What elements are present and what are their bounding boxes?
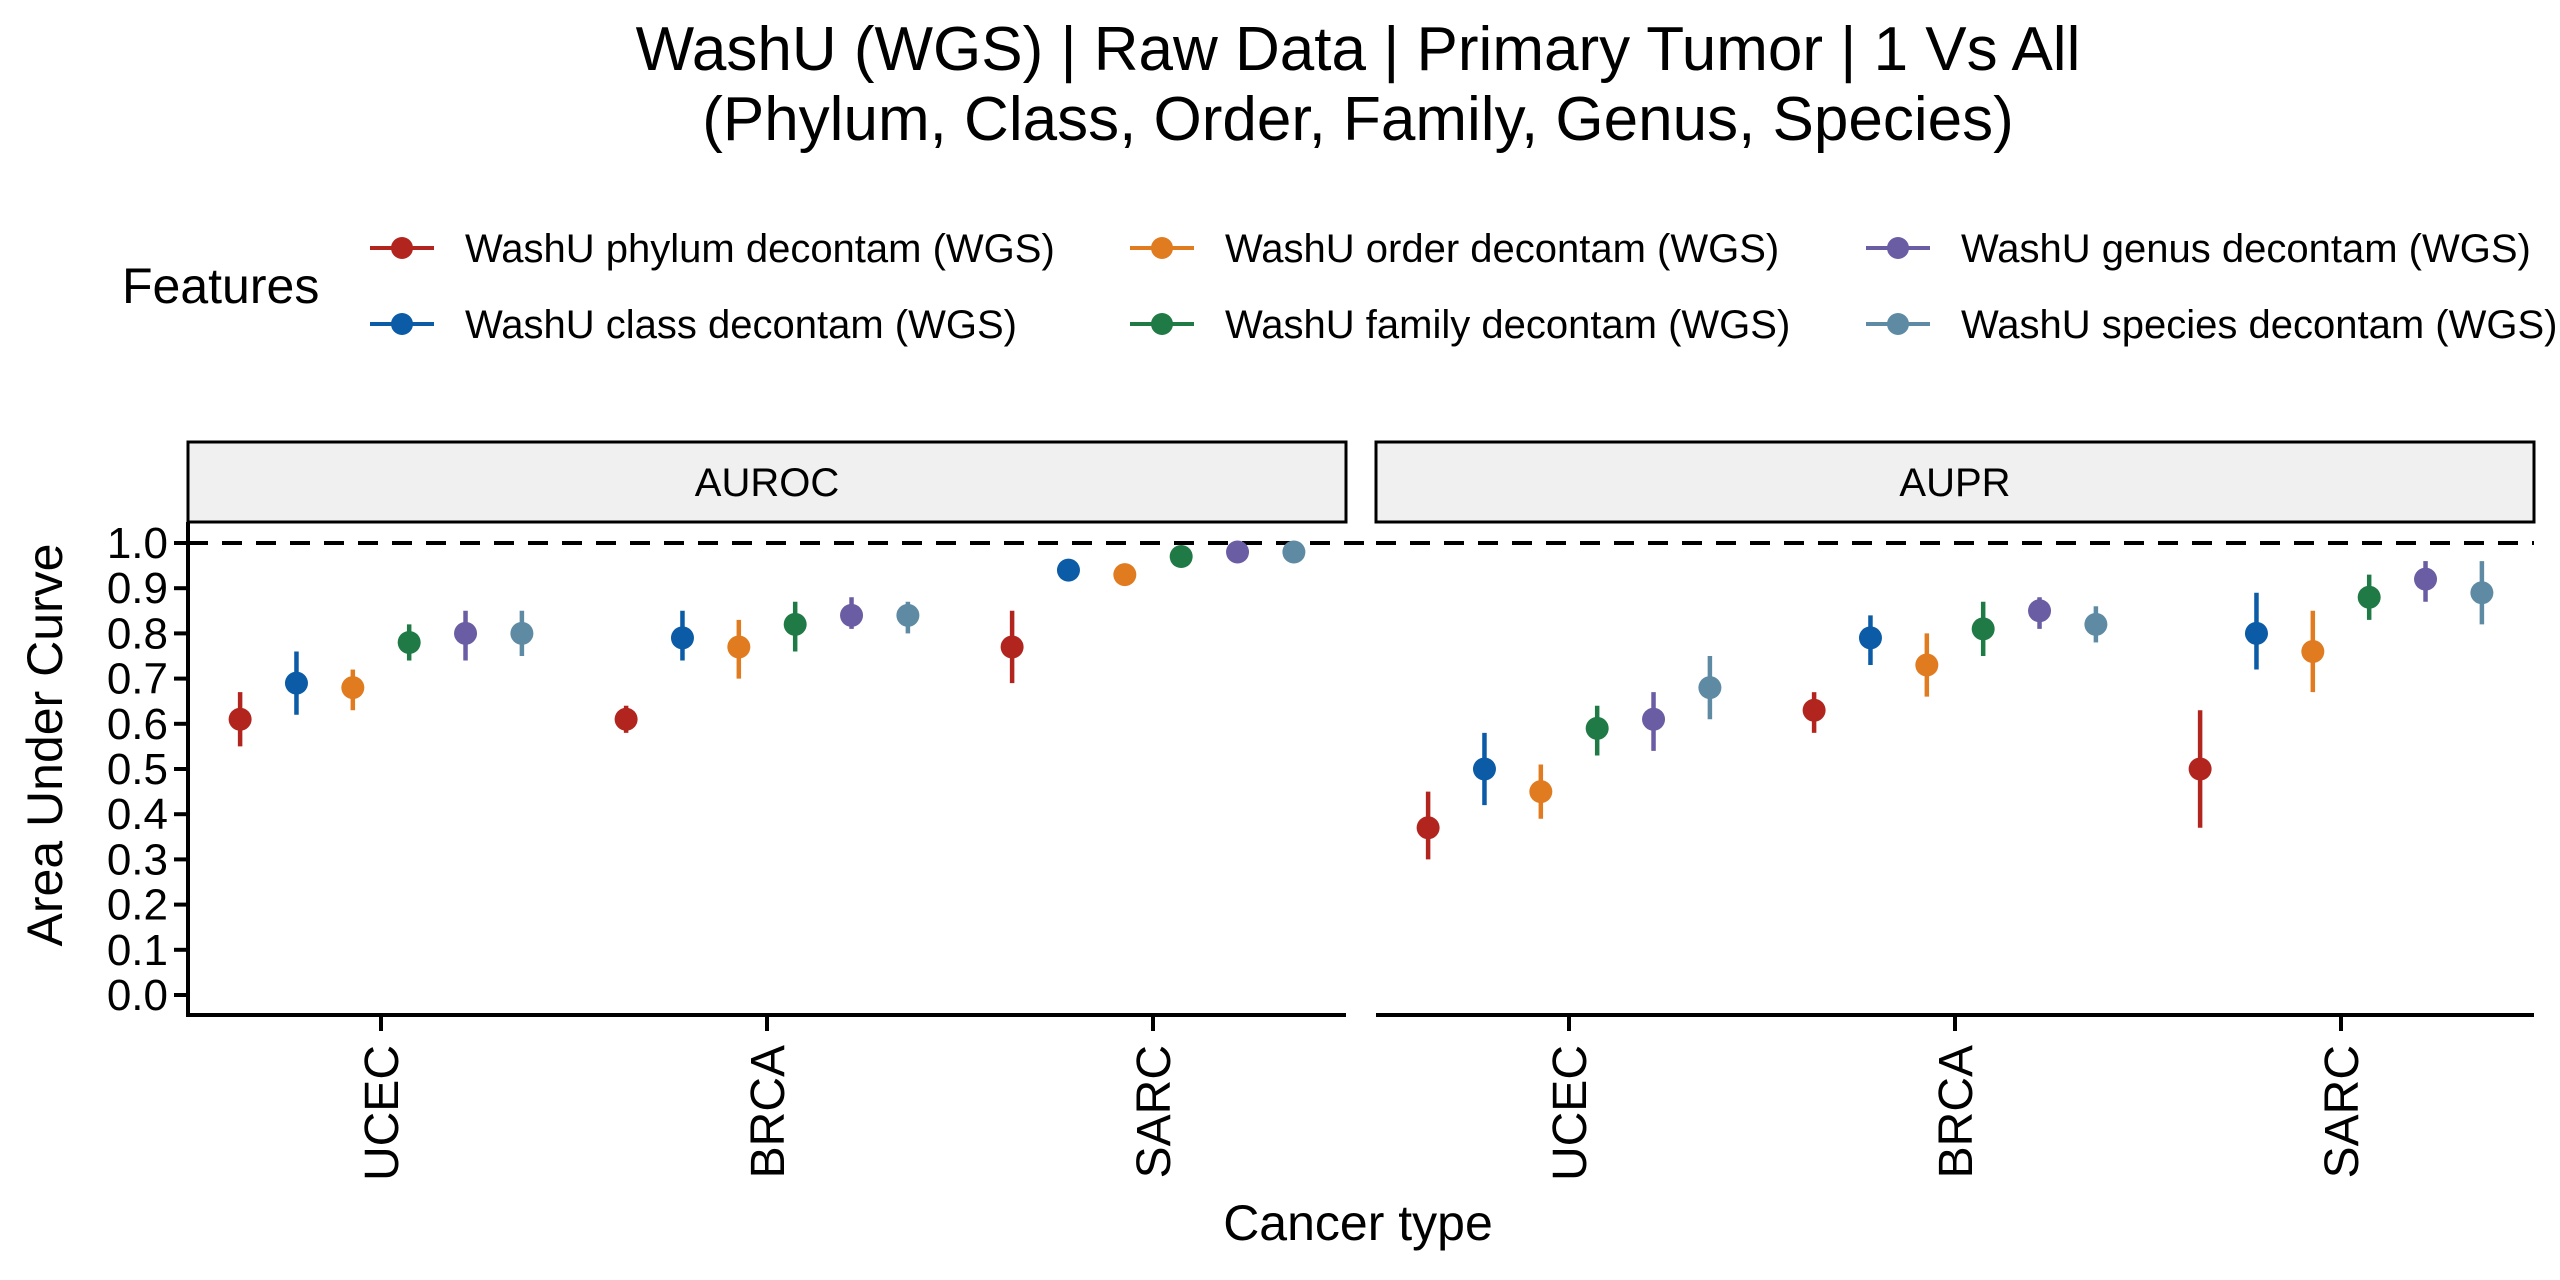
data-point: [2244, 621, 2268, 645]
series-2: [284, 558, 1080, 715]
y-tick-label: 0.4: [107, 790, 168, 839]
data-point: [783, 612, 807, 636]
data-point: [2357, 585, 2381, 609]
legend-item: WashU family decontam (WGS): [1130, 303, 1790, 347]
x-tick-label: UCEC: [356, 1045, 409, 1181]
legend-key-point: [391, 237, 413, 259]
strip-background: [186, 440, 1348, 524]
data-point: [1858, 626, 1882, 650]
legend-item: WashU genus decontam (WGS): [1866, 227, 2531, 271]
y-tick-label: 1.0: [107, 519, 168, 568]
y-tick-label: 0.9: [107, 564, 168, 613]
legend-label: WashU order decontam (WGS): [1225, 227, 1779, 271]
x-tick-label: SARC: [1128, 1045, 1181, 1178]
data-point: [840, 603, 864, 627]
legend-key-point: [1887, 313, 1909, 335]
strip-label: AUPR: [1899, 461, 2010, 505]
series-6: [1698, 561, 2494, 720]
data-point: [1113, 563, 1137, 587]
data-point: [2028, 599, 2052, 623]
series-1: [1416, 692, 2212, 860]
data-point: [2188, 757, 2212, 781]
legend-key-point: [1151, 313, 1173, 335]
series-5: [1642, 561, 2438, 751]
chart-title: WashU (WGS) | Raw Data | Primary Tumor |…: [636, 15, 2081, 84]
data-point: [2301, 639, 2325, 663]
data-point: [1226, 540, 1250, 564]
data-point: [510, 621, 534, 645]
data-point: [2084, 612, 2108, 636]
data-point: [341, 676, 365, 700]
data-point: [454, 621, 478, 645]
x-tick-label: BRCA: [1930, 1045, 1983, 1178]
data-point: [1282, 540, 1306, 564]
data-point: [1802, 698, 1826, 722]
legend-label: WashU genus decontam (WGS): [1961, 227, 2531, 271]
series-1: [228, 610, 1024, 747]
legend-key-point: [1151, 237, 1173, 259]
data-point: [228, 707, 252, 731]
data-point: [1472, 757, 1496, 781]
series-4: [397, 545, 1193, 661]
legend-item: WashU class decontam (WGS): [370, 303, 1017, 347]
x-tick-label: SARC: [2316, 1045, 2369, 1178]
chart-subtitle: (Phylum, Class, Order, Family, Genus, Sp…: [702, 85, 2014, 154]
y-tick-label: 0.5: [107, 745, 168, 794]
legend-title: Features: [122, 258, 319, 314]
series-6: [510, 540, 1306, 656]
data-point: [1000, 635, 1024, 659]
legend-item: WashU phylum decontam (WGS): [370, 227, 1055, 271]
legend: Features WashU phylum decontam (WGS)Wash…: [122, 227, 2557, 347]
panel-aupr: AUPR UCEC BRCA SARC: [1374, 440, 2536, 1181]
series-4: [1585, 574, 2381, 756]
strip-background: [1374, 440, 2536, 524]
panels: AUROC UCEC BRCA SARC AUPR UCEC BRCA SARC: [186, 440, 2536, 1181]
data-point: [1056, 558, 1080, 582]
x-tick-label: BRCA: [742, 1045, 795, 1178]
data-point: [2414, 567, 2438, 591]
legend-item: WashU order decontam (WGS): [1130, 227, 1779, 271]
y-tick-label: 0.0: [107, 971, 168, 1020]
data-point: [1416, 816, 1440, 840]
data-point: [1529, 780, 1553, 804]
legend-label: WashU species decontam (WGS): [1961, 303, 2557, 347]
data-point: [397, 630, 421, 654]
legend-items: WashU phylum decontam (WGS) WashU class d…: [370, 227, 2557, 347]
data-point: [1971, 617, 1995, 641]
data-point: [1915, 653, 1939, 677]
legend-label: WashU class decontam (WGS): [465, 303, 1017, 347]
legend-label: WashU phylum decontam (WGS): [465, 227, 1055, 271]
y-axis-title: Area Under Curve: [17, 544, 73, 947]
data-point: [1642, 707, 1666, 731]
data-point: [2470, 581, 2494, 605]
data-point: [727, 635, 751, 659]
series-3: [1529, 610, 2325, 819]
y-tick-label: 0.7: [107, 655, 168, 704]
data-point: [614, 707, 638, 731]
data-point: [1169, 545, 1193, 569]
data-point: [1585, 716, 1609, 740]
legend-key-point: [391, 313, 413, 335]
data-point: [896, 603, 920, 627]
y-tick-label: 0.2: [107, 881, 168, 930]
series-3: [341, 563, 1137, 711]
y-axis: 0.00.10.20.30.40.50.60.70.80.91.0: [107, 519, 190, 1020]
y-tick-label: 0.6: [107, 700, 168, 749]
data-point: [1698, 676, 1722, 700]
series-2: [1472, 592, 2268, 806]
legend-label: WashU family decontam (WGS): [1225, 303, 1790, 347]
data-point: [670, 626, 694, 650]
data-point: [284, 671, 308, 695]
y-tick-label: 0.3: [107, 835, 168, 884]
y-tick-label: 0.8: [107, 609, 168, 658]
series-5: [454, 540, 1250, 661]
panel-auroc: AUROC UCEC BRCA SARC: [186, 440, 1376, 1181]
y-tick-label: 0.1: [107, 926, 168, 975]
legend-key-point: [1887, 237, 1909, 259]
legend-item: WashU species decontam (WGS): [1866, 303, 2557, 347]
strip-label: AUROC: [695, 461, 839, 505]
x-tick-label: UCEC: [1544, 1045, 1597, 1181]
x-axis-title: Cancer type: [1223, 1195, 1493, 1251]
